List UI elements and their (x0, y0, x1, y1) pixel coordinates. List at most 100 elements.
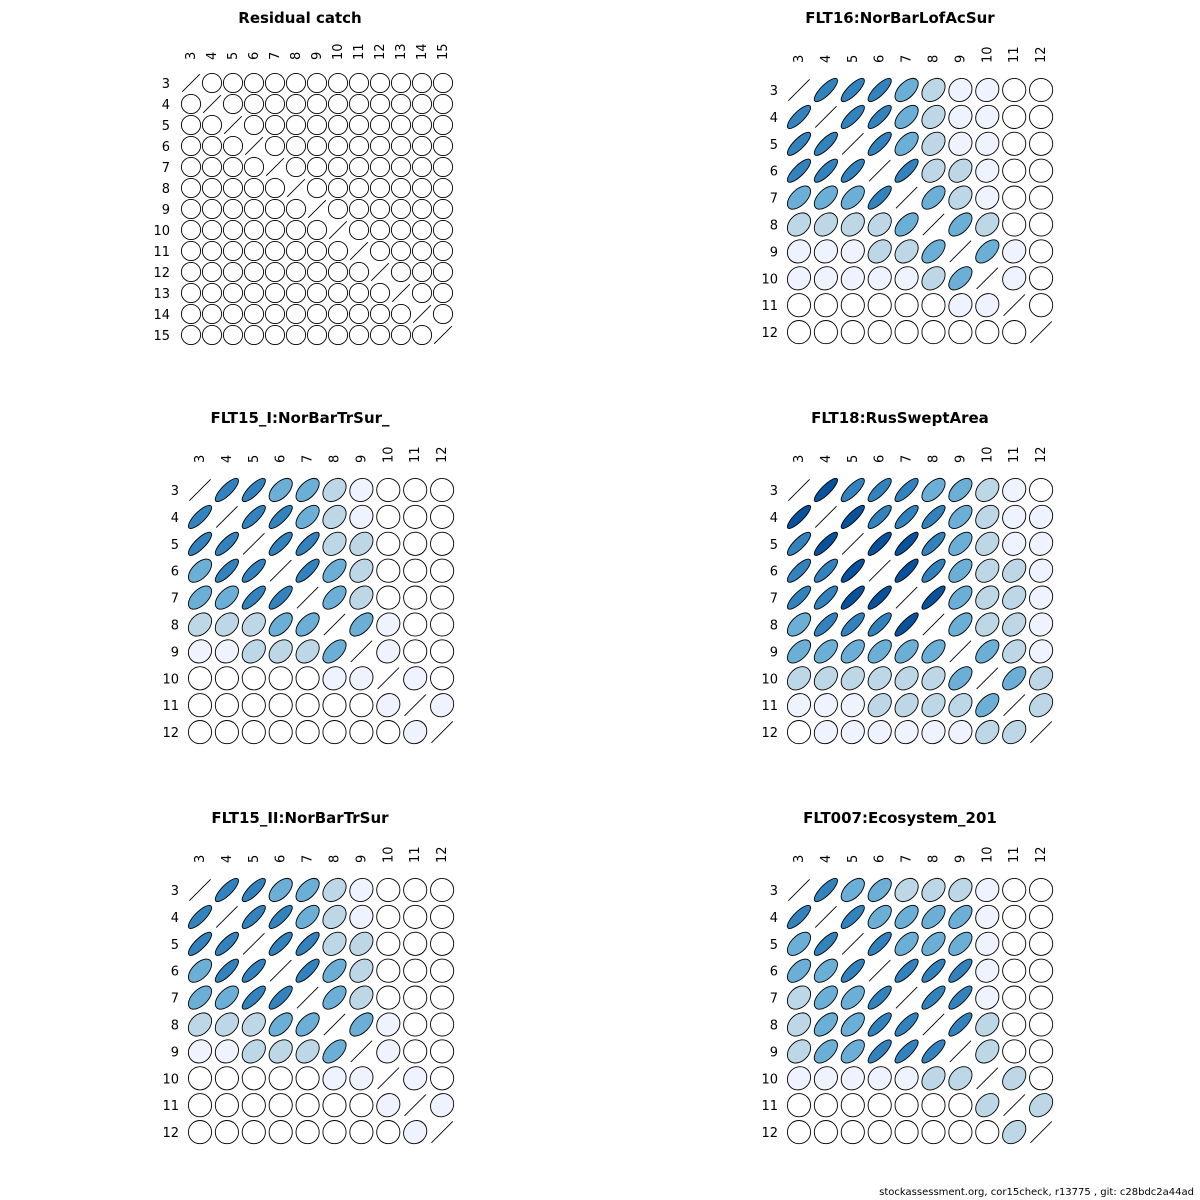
row-label: 4 (171, 511, 179, 526)
correlation-ellipse (1029, 639, 1054, 664)
correlation-ellipse (306, 93, 328, 115)
diagonal-line (323, 613, 346, 636)
correlation-ellipse (295, 693, 320, 718)
column-label: 8 (927, 855, 942, 863)
correlation-ellipse (295, 531, 320, 556)
correlation-ellipse (187, 904, 213, 929)
correlation-ellipse (241, 720, 266, 745)
correlation-ellipse (1029, 612, 1054, 637)
correlation-ellipse (348, 324, 370, 346)
correlation-ellipse (241, 558, 266, 583)
correlation-ellipse (975, 904, 1000, 929)
correlation-ellipse (327, 93, 349, 115)
correlation-ellipse (840, 1120, 865, 1145)
diagonal-line (1003, 694, 1026, 717)
correlation-ellipse (867, 504, 892, 529)
correlation-ellipse (867, 131, 892, 156)
correlation-ellipse (813, 958, 838, 983)
correlation-ellipse (948, 158, 973, 183)
correlation-ellipse (222, 219, 244, 241)
correlation-ellipse (921, 585, 946, 610)
row-label: 8 (770, 219, 778, 234)
correlation-ellipse (285, 156, 307, 178)
correlation-ellipse (268, 639, 293, 664)
correlation-ellipse (786, 612, 812, 637)
row-label: 7 (770, 592, 778, 607)
correlation-ellipse (214, 666, 239, 691)
column-label: 12 (435, 446, 450, 463)
correlation-ellipse (285, 324, 307, 346)
correlation-ellipse (241, 1066, 266, 1091)
row-label: 10 (162, 1072, 179, 1087)
correlation-ellipse (322, 931, 347, 956)
diagonal-line (265, 157, 285, 177)
row-label: 13 (153, 287, 170, 302)
correlation-ellipse (894, 904, 919, 929)
correlation-ellipse (1029, 77, 1054, 103)
correlation-ellipse (921, 877, 946, 903)
diagonal-line (350, 640, 373, 663)
diagonal-line (841, 532, 864, 555)
correlation-ellipse (786, 558, 812, 583)
row-label: 9 (171, 1045, 179, 1060)
correlation-ellipse (894, 477, 919, 503)
correlation-ellipse (403, 558, 428, 583)
correlation-ellipse (349, 985, 374, 1010)
correlation-ellipse (1002, 985, 1027, 1010)
correlation-ellipse (894, 1093, 919, 1118)
correlation-ellipse (1029, 904, 1054, 929)
correlation-ellipse (921, 931, 946, 956)
column-label: 12 (1034, 46, 1049, 63)
column-label: 10 (381, 446, 396, 463)
correlation-ellipse (786, 1012, 812, 1037)
correlation-ellipse (840, 666, 865, 691)
diagonal-line (181, 73, 201, 93)
panel-title: FLT16:NorBarLofAcSur (805, 9, 995, 27)
correlation-ellipse (921, 158, 946, 183)
row-label: 12 (162, 726, 179, 741)
correlation-ellipse (430, 531, 455, 556)
correlation-ellipse (201, 240, 223, 262)
row-label: 10 (761, 1072, 778, 1087)
correlation-ellipse (348, 282, 370, 304)
correlation-ellipse (813, 239, 838, 264)
correlation-ellipse (921, 1066, 946, 1091)
diagonal-line (404, 694, 427, 717)
diagonal-line (349, 241, 369, 261)
correlation-ellipse (813, 1120, 838, 1145)
correlation-ellipse (867, 585, 892, 610)
correlation-ellipse (975, 558, 1000, 583)
correlation-ellipse (867, 1012, 892, 1037)
diagonal-line (841, 932, 864, 955)
correlation-ellipse (786, 104, 812, 129)
correlation-ellipse (948, 504, 973, 529)
diagonal-line (350, 1040, 373, 1063)
row-label: 5 (171, 538, 179, 553)
column-label: 8 (328, 855, 343, 863)
correlation-ellipse (243, 177, 265, 199)
correlation-ellipse (430, 904, 455, 929)
correlation-ellipse (948, 1066, 973, 1091)
correlation-ellipse (975, 877, 1000, 903)
correlation-ellipse (840, 158, 865, 183)
correlation-ellipse (894, 504, 919, 529)
correlation-ellipse (894, 531, 919, 556)
correlation-ellipse (921, 1039, 946, 1064)
correlation-ellipse (813, 612, 838, 637)
row-label: 5 (770, 538, 778, 553)
correlation-ellipse (243, 240, 265, 262)
correlation-ellipse (264, 240, 286, 262)
correlation-ellipse (403, 1066, 428, 1091)
correlation-ellipse (369, 93, 391, 115)
correlation-ellipse (921, 293, 946, 318)
correlation-ellipse (403, 585, 428, 610)
correlation-ellipse (268, 666, 293, 691)
correlation-ellipse (390, 219, 412, 241)
row-label: 3 (162, 77, 170, 92)
correlation-ellipse (813, 985, 838, 1010)
panel-title: FLT15_I:NorBarTrSur_ (210, 409, 390, 427)
correlation-ellipse (813, 666, 838, 691)
correlation-ellipse (187, 931, 213, 956)
column-label: 6 (274, 855, 289, 863)
correlation-ellipse (285, 219, 307, 241)
